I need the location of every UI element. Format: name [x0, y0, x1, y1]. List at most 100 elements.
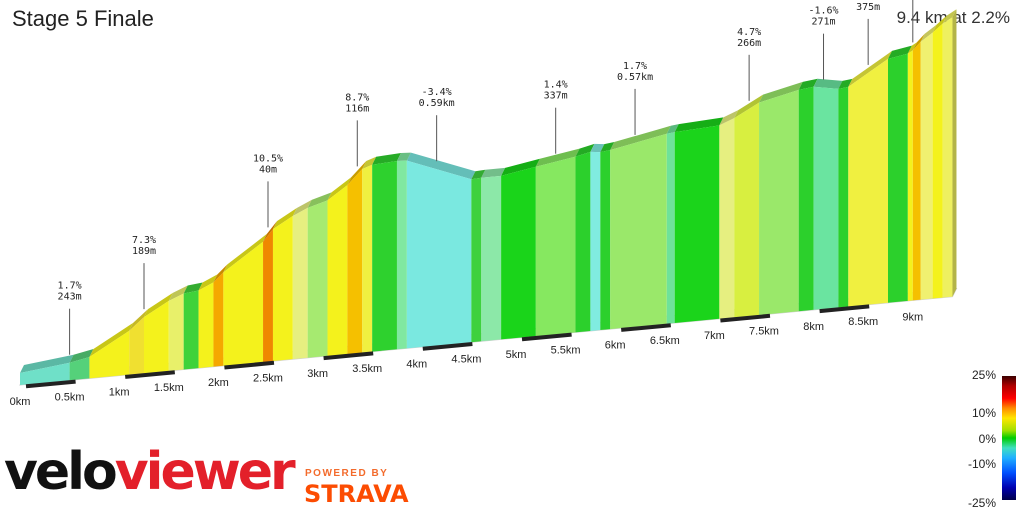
profile-segment	[129, 317, 144, 375]
profile-segment	[198, 282, 214, 369]
profile-segment	[848, 58, 888, 307]
profile-segment	[481, 175, 502, 342]
annotation-gradient: 5.4%	[856, 0, 880, 2]
distance-band	[25, 379, 76, 389]
annotation-length: 271m	[811, 17, 835, 28]
distance-band	[422, 342, 473, 351]
x-tick-label: 3km	[307, 368, 328, 380]
segment-top	[590, 143, 605, 153]
segment-top	[347, 161, 367, 186]
profile-segment	[888, 53, 908, 303]
x-tick-label: 5.5km	[551, 344, 581, 356]
profile-segment	[20, 362, 70, 385]
segment-top	[501, 158, 540, 176]
profile-segment	[575, 151, 591, 333]
gradient-color-scale	[1002, 376, 1016, 500]
x-tick-label: 5km	[506, 349, 527, 361]
profile-segment	[942, 17, 953, 298]
profile-segment	[535, 156, 576, 337]
profile-segment	[213, 272, 224, 367]
annotation-length: 266m	[737, 38, 761, 49]
segment-top	[798, 78, 818, 90]
profile-segment	[183, 290, 199, 370]
annotation-gradient: 8.7%	[345, 92, 369, 103]
profile-segment	[719, 118, 735, 319]
profile-segment	[666, 132, 675, 324]
segment-top	[292, 199, 312, 216]
segment-top	[198, 274, 218, 291]
annotation-length: 0.57km	[617, 72, 653, 83]
segment-top	[666, 124, 679, 134]
profile-segment	[347, 169, 363, 354]
profile-segment	[912, 41, 921, 301]
profile-segment	[406, 160, 472, 349]
veloviewer-logo[interactable]: veloviewer	[4, 442, 296, 502]
annotation-length: 0.59km	[419, 98, 455, 109]
distance-band	[819, 304, 870, 314]
segment-top	[213, 264, 228, 283]
annotation-length: 375m	[856, 2, 880, 13]
segment-top	[838, 78, 853, 89]
segment-top	[719, 110, 739, 126]
x-tick-label: 6.5km	[650, 335, 680, 347]
distance-band	[323, 351, 374, 361]
x-tick-label: 0km	[10, 396, 31, 408]
segment-top	[481, 167, 506, 178]
segment-top	[168, 285, 188, 301]
x-tick-label: 6km	[605, 340, 626, 352]
profile-segment	[396, 160, 407, 350]
annotation-gradient: -1.6%	[808, 6, 838, 17]
segment-top	[920, 24, 937, 42]
x-tick-label: 7.5km	[749, 326, 779, 338]
profile-segment	[69, 357, 90, 381]
segment-top	[362, 156, 377, 170]
x-tick-label: 1km	[109, 387, 130, 399]
x-tick-label: 9km	[902, 311, 923, 323]
profile-segment	[223, 241, 264, 366]
segment-top	[307, 192, 332, 208]
segment-top	[223, 233, 268, 273]
scale-label-minus10: -10%	[967, 457, 996, 471]
annotation-length: 116m	[345, 103, 369, 114]
segment-top	[932, 15, 947, 33]
scale-label-minus25: -25%	[967, 496, 996, 510]
distance-band	[125, 370, 175, 379]
segment-top	[907, 42, 917, 54]
strava-logo[interactable]: STRAVA	[304, 480, 409, 508]
distance-band	[224, 360, 275, 370]
segment-top	[535, 148, 580, 167]
annotation-gradient: 1.4%	[544, 80, 568, 91]
profile-segments	[19, 9, 958, 386]
profile-segment	[798, 86, 814, 312]
annotation-length: 337m	[544, 91, 568, 102]
profile-segment	[907, 50, 913, 301]
segment-top	[888, 45, 912, 59]
segment-top	[813, 78, 843, 89]
profile-segment	[263, 229, 273, 362]
profile-segment	[362, 164, 373, 353]
profile-segment	[590, 151, 601, 331]
segment-top	[759, 81, 803, 103]
segment-top	[20, 354, 74, 373]
distance-ticks: 0km 0.5km 1km 1.5km 2km 2.5km 3km 3.5km 4km 4.5km…	[10, 304, 923, 408]
segment-top	[600, 142, 615, 153]
distance-band	[621, 323, 671, 332]
profile-segment	[734, 102, 760, 318]
annotation-gradient: 1.7%	[58, 281, 82, 292]
segment-top	[406, 152, 476, 180]
profile-segment	[813, 86, 839, 310]
scale-label-0: 0%	[978, 432, 996, 446]
annotation-gradient: 4.7%	[737, 27, 761, 38]
x-tick-label: 7km	[704, 330, 725, 342]
segment-top	[396, 152, 411, 161]
profile-segment	[920, 32, 933, 300]
x-tick-label: 1.5km	[154, 382, 184, 394]
x-tick-label: 3.5km	[352, 363, 382, 375]
gradient-annotations: 1.7%243m7.3%189m10.5%40m8.7%116m-3.4%0.5…	[58, 0, 914, 355]
x-tick-label: 8.5km	[848, 316, 878, 328]
scale-label-10: 10%	[971, 406, 996, 420]
profile-segment	[600, 150, 611, 331]
segment-top	[272, 207, 297, 230]
annotation-length: 189m	[132, 246, 156, 257]
profile-segment	[327, 185, 348, 356]
